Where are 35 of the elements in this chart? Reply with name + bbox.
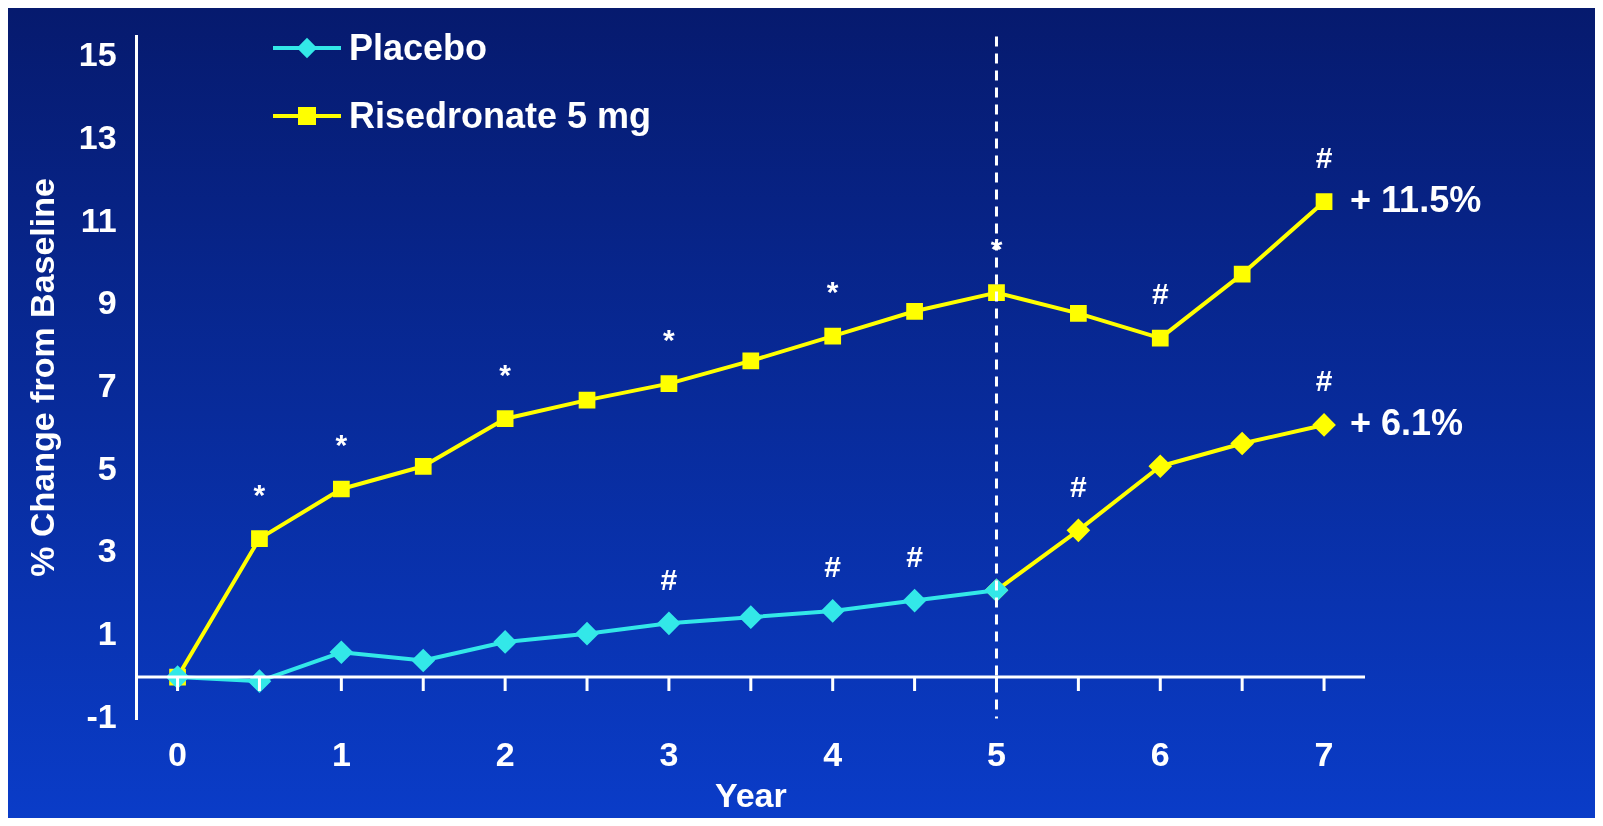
y-tick-label: 11 bbox=[80, 200, 117, 239]
annotation: + 11.5% bbox=[1350, 178, 1482, 220]
y-tick-label: 5 bbox=[97, 448, 117, 487]
y-tick-label: 1 bbox=[97, 614, 117, 653]
annotation: * bbox=[335, 428, 348, 462]
annotation: # bbox=[1315, 141, 1333, 174]
annotation: # bbox=[1070, 469, 1088, 503]
x-tick-label: 5 bbox=[987, 735, 1006, 774]
legend-label: Risedronate 5 mg bbox=[349, 95, 652, 137]
annotation: * bbox=[499, 358, 512, 391]
annotation: # bbox=[906, 539, 924, 573]
y-axis-title: % Change from Baseline bbox=[22, 178, 61, 577]
annotation: * bbox=[826, 275, 839, 309]
x-tick-label: 2 bbox=[495, 735, 515, 774]
annotation: # bbox=[1151, 277, 1169, 311]
y-tick-label: 13 bbox=[78, 118, 117, 157]
legend-label: Placebo bbox=[349, 27, 488, 69]
x-axis-title: Year bbox=[714, 775, 787, 814]
annotation: * bbox=[253, 477, 266, 511]
y-tick-label: 3 bbox=[97, 531, 117, 570]
x-tick-label: 6 bbox=[1150, 735, 1170, 774]
y-tick-label: -1 bbox=[86, 696, 117, 735]
y-tick-label: 15 bbox=[78, 35, 117, 74]
x-tick-label: 7 bbox=[1314, 735, 1334, 774]
y-tick-label: 9 bbox=[97, 283, 117, 322]
x-tick-label: 0 bbox=[168, 735, 188, 774]
y-tick-label: 7 bbox=[97, 366, 117, 405]
annotation: + 6.1% bbox=[1350, 401, 1464, 443]
annotation: # bbox=[660, 562, 678, 596]
x-tick-label: 1 bbox=[331, 735, 351, 774]
annotation: # bbox=[1315, 364, 1333, 398]
annotation: # bbox=[824, 550, 842, 584]
x-tick-label: 4 bbox=[823, 735, 843, 774]
x-tick-label: 3 bbox=[659, 735, 679, 774]
annotation: * bbox=[663, 322, 676, 356]
